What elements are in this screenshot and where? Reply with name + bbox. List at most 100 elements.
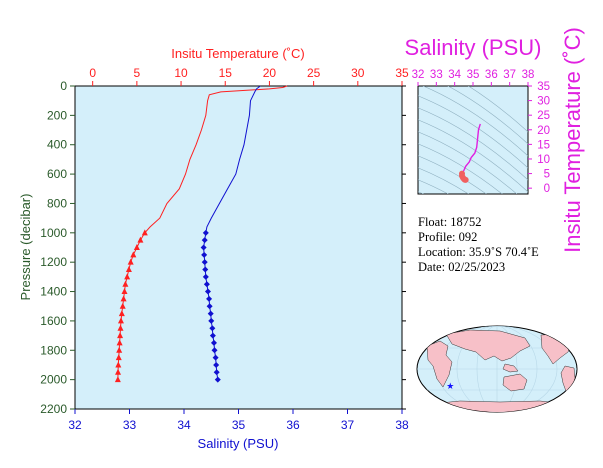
salinity-marker <box>201 237 208 244</box>
pressure-tick-label: 0 <box>60 79 67 93</box>
pressure-tick-label: 1200 <box>40 255 67 269</box>
temperature-marker <box>120 295 127 302</box>
ts-y-tick-label: 10 <box>537 154 550 166</box>
pressure-tick-label: 1600 <box>40 314 67 328</box>
temperature-marker <box>124 273 131 280</box>
density-contour <box>422 86 528 157</box>
temperature-marker <box>117 317 124 324</box>
density-contour <box>418 131 518 194</box>
salinity-axis-label: Salinity (PSU) <box>198 436 279 451</box>
salinity-marker <box>211 347 218 354</box>
ts-y-tick-label: 0 <box>544 183 550 195</box>
pressure-tick-label: 1400 <box>40 285 67 299</box>
temperature-marker <box>125 266 132 273</box>
salinity-marker <box>202 273 209 280</box>
temperature-tick-label: 35 <box>395 66 409 80</box>
salinity-marker <box>203 281 210 288</box>
salinity-marker <box>209 325 216 332</box>
salinity-marker <box>213 369 220 376</box>
profile-chart: Insitu Temperature (˚C) Salinity (PSU) P… <box>18 46 409 451</box>
pressure-tick-label: 1000 <box>40 226 67 240</box>
ts-y-tick-label: 35 <box>537 81 550 93</box>
pressure-tick-label: 2000 <box>40 373 67 387</box>
salinity-marker <box>208 317 215 324</box>
ts-title: Salinity (PSU) <box>405 35 542 60</box>
ts-diagram: Salinity (PSU) Insitu Temperature (˚C) 3… <box>405 27 585 253</box>
density-contour <box>447 86 528 145</box>
pressure-tick-label: 1800 <box>40 343 67 357</box>
salinity-marker <box>213 361 220 368</box>
ts-deep-point <box>462 176 469 183</box>
temperature-marker <box>115 354 122 361</box>
ts-y-tick-label: 5 <box>544 169 550 181</box>
temperature-marker <box>116 339 123 346</box>
float-id: Float: 18752 <box>418 215 482 229</box>
density-contour <box>418 143 503 194</box>
pressure-tick-label: 200 <box>47 108 67 122</box>
temperature-tick-label: 25 <box>307 66 321 80</box>
temperature-marker <box>127 258 134 265</box>
temperature-axis-label: Insitu Temperature (˚C) <box>171 46 304 61</box>
temperature-marker <box>121 288 128 295</box>
salinity-marker <box>201 259 208 266</box>
ts-x-tick-label: 32 <box>412 69 425 81</box>
salinity-marker <box>212 354 219 361</box>
salinity-tick-label: 37 <box>341 418 355 432</box>
salinity-marker <box>206 303 213 310</box>
temperature-tick-label: 30 <box>351 66 365 80</box>
density-contour <box>418 179 449 194</box>
salinity-marker <box>200 244 207 251</box>
ts-y-tick-label: 30 <box>537 96 550 108</box>
temperature-marker <box>141 229 148 236</box>
ts-y-tick-label: 15 <box>537 139 550 151</box>
density-contour <box>418 119 528 193</box>
world-map: ★ <box>416 325 578 413</box>
salinity-marker <box>204 288 211 295</box>
map-land <box>419 329 576 412</box>
temperature-tick-label: 15 <box>219 66 233 80</box>
salinity-marker <box>210 339 217 346</box>
salinity-marker <box>202 229 209 236</box>
temperature-marker <box>114 376 121 383</box>
float-location: Location: 35.9˚S 70.4˚E <box>418 245 539 259</box>
ts-y-tick-label: 20 <box>537 125 550 137</box>
density-contour <box>418 95 528 169</box>
ts-x-tick-label: 38 <box>522 69 535 81</box>
ts-x-tick-label: 35 <box>467 69 480 81</box>
salinity-marker <box>207 310 214 317</box>
salinity-marker <box>214 376 221 383</box>
ts-x-tick-label: 36 <box>485 69 498 81</box>
salinity-tick-label: 35 <box>232 418 246 432</box>
salinity-tick-label: 34 <box>177 418 191 432</box>
profile-plot-area <box>74 85 403 410</box>
pressure-tick-label: 400 <box>47 138 67 152</box>
temperature-tick-label: 0 <box>89 66 96 80</box>
temperature-marker <box>122 280 129 287</box>
temperature-tick-label: 20 <box>263 66 277 80</box>
salinity-tick-label: 36 <box>286 418 300 432</box>
temperature-marker <box>115 368 122 375</box>
salinity-profile-line <box>203 85 261 380</box>
temperature-marker <box>115 361 122 368</box>
salinity-marker <box>206 295 213 302</box>
ts-x-tick-label: 33 <box>430 69 443 81</box>
salinity-marker <box>201 251 208 258</box>
temperature-marker <box>119 302 126 309</box>
temperature-marker <box>133 244 140 250</box>
pressure-axis-label: Pressure (decibar) <box>18 194 33 301</box>
pressure-tick-label: 800 <box>47 196 67 210</box>
profile-number: Profile: 092 <box>418 230 478 244</box>
float-info: Float: 18752 Profile: 092 Location: 35.9… <box>418 215 539 275</box>
temperature-tick-label: 10 <box>174 66 188 80</box>
temperature-marker <box>117 324 124 331</box>
temperature-marker <box>130 251 137 258</box>
salinity-tick-label: 32 <box>68 418 82 432</box>
density-contour <box>418 167 470 194</box>
ts-ylabel: Insitu Temperature (˚C) <box>560 27 585 253</box>
temperature-tick-label: 5 <box>134 66 141 80</box>
ts-x-tick-label: 37 <box>503 69 516 81</box>
salinity-tick-label: 33 <box>123 418 137 432</box>
temperature-marker <box>118 310 125 317</box>
temperature-marker <box>137 236 144 243</box>
